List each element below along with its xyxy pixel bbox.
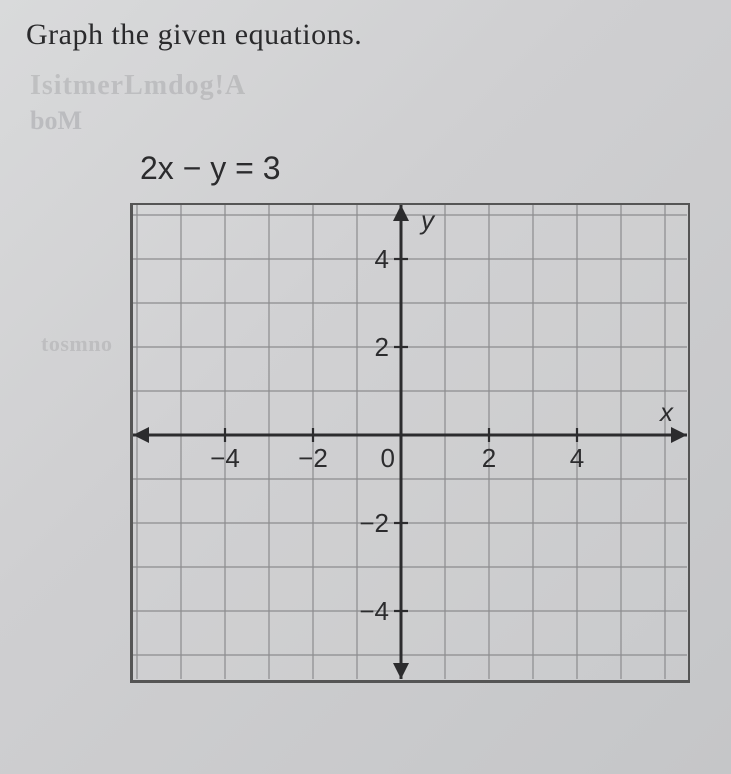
svg-text:−4: −4 bbox=[210, 443, 240, 473]
svg-text:−2: −2 bbox=[298, 443, 328, 473]
svg-text:y: y bbox=[419, 205, 436, 235]
svg-text:2: 2 bbox=[482, 443, 496, 473]
coordinate-graph: tosmno 024−4−224−4−2yx bbox=[130, 203, 690, 683]
svg-text:0: 0 bbox=[381, 443, 395, 473]
svg-text:−2: −2 bbox=[359, 508, 389, 538]
svg-text:2: 2 bbox=[375, 332, 389, 362]
svg-text:4: 4 bbox=[570, 443, 584, 473]
ghost-side-text: tosmno bbox=[41, 331, 112, 357]
equation-text: 2x − y = 3 bbox=[140, 150, 709, 187]
svg-text:x: x bbox=[658, 397, 674, 427]
ghost-line-2: boM bbox=[30, 106, 709, 136]
svg-text:4: 4 bbox=[375, 244, 389, 274]
svg-text:−4: −4 bbox=[359, 596, 389, 626]
graph-svg: 0 2 4 −4 −2 2 4 −4 −2 y x bbox=[133, 205, 687, 679]
ghost-text-block: IsitmerLmdog!A boM bbox=[30, 70, 709, 140]
page-title: Graph the given equations. bbox=[26, 18, 709, 52]
ghost-line-1: IsitmerLmdog!A bbox=[30, 70, 709, 102]
